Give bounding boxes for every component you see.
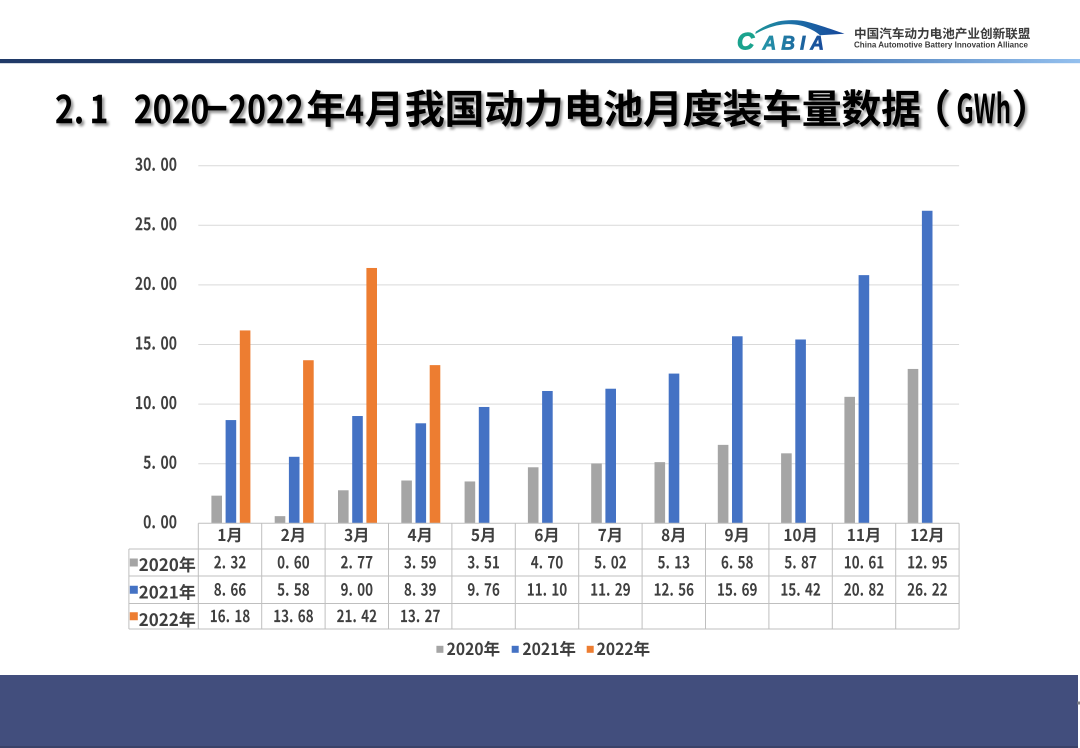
svg-text:China Automotive Battery Innov: China Automotive Battery Innovation Alli… [854,39,1028,49]
svg-text:ABIA: ABIA [762,33,825,54]
svg-text:C: C [737,29,755,56]
